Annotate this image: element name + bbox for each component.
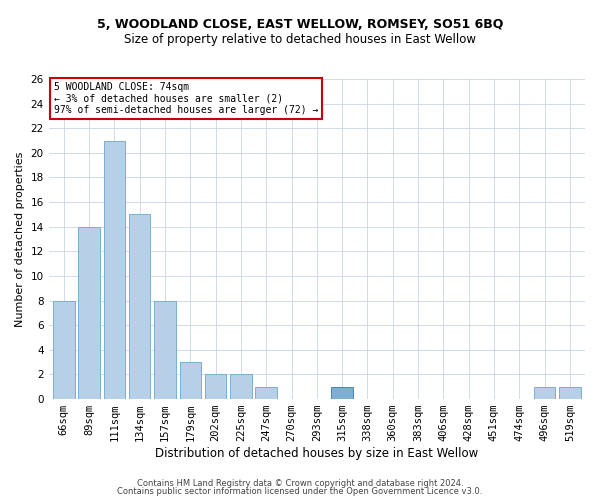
- Text: 5, WOODLAND CLOSE, EAST WELLOW, ROMSEY, SO51 6BQ: 5, WOODLAND CLOSE, EAST WELLOW, ROMSEY, …: [97, 18, 503, 30]
- X-axis label: Distribution of detached houses by size in East Wellow: Distribution of detached houses by size …: [155, 447, 478, 460]
- Bar: [104, 140, 125, 399]
- Bar: [331, 387, 353, 399]
- Text: Size of property relative to detached houses in East Wellow: Size of property relative to detached ho…: [124, 32, 476, 46]
- Bar: [154, 300, 176, 399]
- Bar: [53, 300, 74, 399]
- Bar: [129, 214, 151, 399]
- Bar: [230, 374, 251, 399]
- Bar: [179, 362, 201, 399]
- Text: Contains HM Land Registry data © Crown copyright and database right 2024.: Contains HM Land Registry data © Crown c…: [137, 478, 463, 488]
- Y-axis label: Number of detached properties: Number of detached properties: [15, 152, 25, 326]
- Text: Contains public sector information licensed under the Open Government Licence v3: Contains public sector information licen…: [118, 487, 482, 496]
- Bar: [559, 387, 581, 399]
- Bar: [79, 226, 100, 399]
- Bar: [256, 387, 277, 399]
- Bar: [534, 387, 555, 399]
- Text: 5 WOODLAND CLOSE: 74sqm
← 3% of detached houses are smaller (2)
97% of semi-deta: 5 WOODLAND CLOSE: 74sqm ← 3% of detached…: [54, 82, 319, 116]
- Bar: [205, 374, 226, 399]
